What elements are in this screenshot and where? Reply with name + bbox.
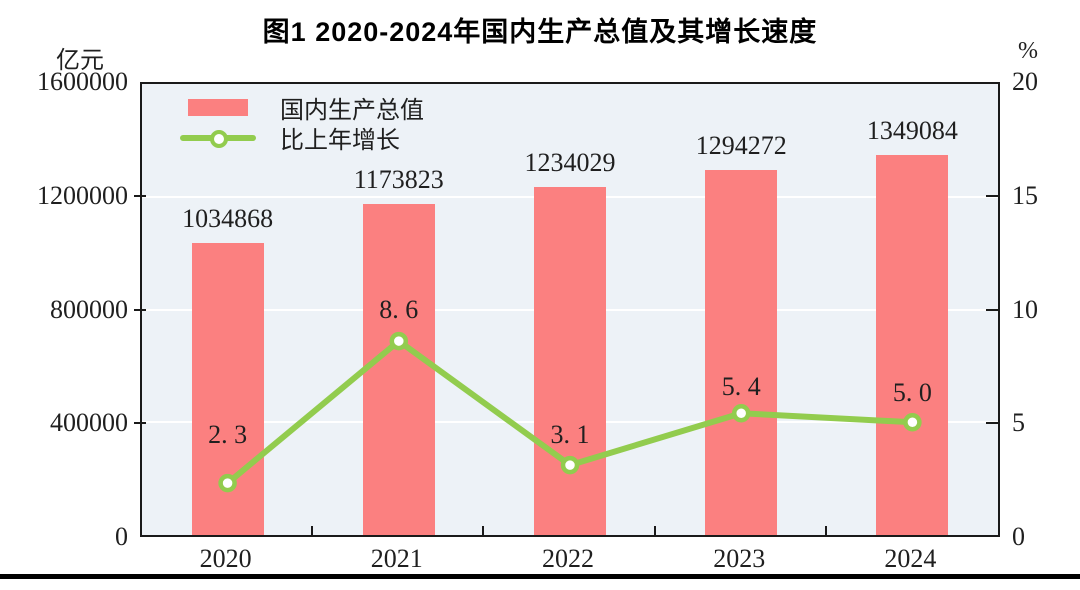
year-label-2023: 2023	[713, 544, 766, 573]
growth-value-label-2023: 5. 4	[721, 372, 761, 402]
gdp-legend-label: 国内生产总值	[280, 97, 424, 124]
gdp-value-label-2022: 1234029	[524, 148, 616, 178]
growth-marker-2020	[218, 473, 237, 493]
right-axis-unit-label: %	[1018, 38, 1038, 64]
right-axis-tick-label: 5	[1012, 408, 1025, 438]
legend-item-growth: 比上年增长	[180, 122, 424, 154]
growth-marker-2021	[389, 331, 409, 351]
right-axis-tick	[986, 194, 998, 197]
left-axis-tick	[134, 194, 146, 197]
page-divider-rule	[0, 574, 1080, 579]
left-axis-tick-label: 0	[115, 522, 128, 551]
growth-marker-2024	[903, 413, 922, 432]
legend-item-gdp: 国内生产总值	[188, 92, 424, 124]
gdp-value-label-2020: 1034868	[182, 204, 274, 234]
growth-legend-label: 比上年增长	[280, 127, 400, 154]
gdp-bar-2022	[534, 187, 606, 535]
left-axis-tick	[134, 422, 146, 425]
x-axis-tick	[482, 526, 485, 535]
right-axis-tick	[986, 422, 998, 425]
gdp-value-label-2023: 1294272	[695, 131, 787, 161]
right-axis-tick-label: 10	[1012, 294, 1038, 324]
x-axis-tick	[311, 526, 314, 535]
x-axis-tick	[653, 526, 656, 535]
year-label-2022: 2022	[542, 544, 594, 573]
year-label-2024: 2024	[884, 544, 937, 573]
gdp-bar-2023	[705, 170, 778, 535]
left-axis-tick-label: 1600000	[37, 67, 128, 96]
gdp-value-label-2024: 1349084	[866, 115, 958, 145]
right-axis-tick-label: 20	[1012, 67, 1038, 96]
left-axis-tick	[134, 308, 146, 311]
gdp-value-label-2021: 1173823	[353, 165, 444, 195]
growth-value-label-2024: 5. 0	[892, 378, 932, 408]
growth-legend-marker	[180, 129, 264, 148]
growth-value-label-2021: 8. 6	[379, 295, 419, 325]
plot-area: 1034868 1173823 1234029 1294272 1349084 2. 3 8…	[140, 82, 1000, 537]
left-axis-tick-label: 800000	[50, 294, 128, 324]
growth-marker-2022	[560, 455, 580, 475]
right-axis-tick	[986, 308, 998, 311]
growth-marker-2023	[731, 403, 751, 423]
gdp-bar-2024	[876, 154, 949, 535]
left-axis-tick-label: 1200000	[37, 180, 128, 210]
growth-legend-dot-icon	[210, 129, 228, 148]
x-axis-tick	[824, 526, 827, 535]
year-label-2021: 2021	[370, 544, 423, 573]
left-axis-unit-label: 亿元	[56, 48, 104, 74]
gdp-legend-swatch	[188, 98, 248, 116]
year-label-2020: 2020	[199, 544, 252, 573]
left-axis-tick-label: 400000	[50, 408, 128, 438]
gdp-bar-2021	[362, 204, 435, 535]
chart-title: 图1 2020-2024年国内生产总值及其增长速度	[262, 17, 818, 47]
growth-value-label-2022: 3. 1	[550, 420, 590, 450]
right-axis-tick-label: 0	[1012, 522, 1025, 551]
growth-value-label-2020: 2. 3	[208, 420, 248, 450]
right-axis-tick-label: 15	[1012, 180, 1038, 210]
growth-line-chart	[218, 331, 922, 493]
legend: 国内生产总值 比上年增长	[180, 92, 424, 154]
